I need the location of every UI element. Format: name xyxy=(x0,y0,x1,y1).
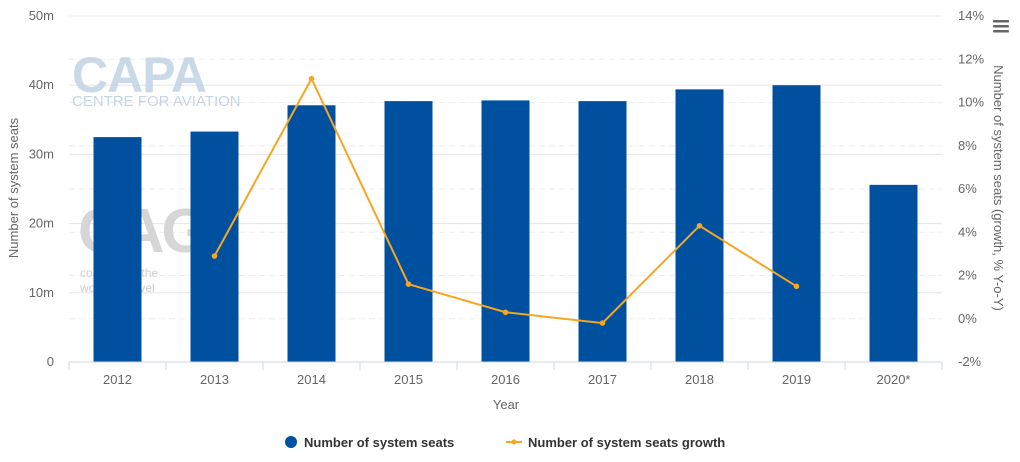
axes: 0 10m 20m 30m 40m 50m -2% 0% 2% 4% 6% 8% 10% 12% 14% 20… xyxy=(29,8,985,387)
capa-watermark: CAPA CENTRE FOR AVIATION xyxy=(72,47,241,110)
x-tick-label: 2019 xyxy=(782,372,811,387)
bar[interactable] xyxy=(481,100,530,362)
bars-series xyxy=(93,85,918,363)
y2-tick-label: 12% xyxy=(958,51,984,66)
line-point[interactable] xyxy=(599,320,606,326)
bar[interactable] xyxy=(578,101,627,362)
y2-tick-label: 4% xyxy=(958,224,977,239)
capa-watermark-logo: CAPA xyxy=(72,47,206,103)
y-axis-title: Number of system seats xyxy=(6,117,21,258)
legend-marker-symbol xyxy=(511,439,517,445)
legend-item-growth[interactable]: Number of system seats growth xyxy=(506,435,725,450)
hamburger-menu-icon[interactable] xyxy=(990,16,1012,36)
x-tick-label: 2013 xyxy=(200,372,229,387)
line-point[interactable] xyxy=(696,222,703,229)
y2-axis-title: Number of system seats (growth, % Y-o-Y) xyxy=(991,65,1006,311)
y2-tick-label: 10% xyxy=(958,95,984,110)
line-point[interactable] xyxy=(793,283,800,290)
legend-label-seats: Number of system seats xyxy=(304,435,454,450)
bar[interactable] xyxy=(287,105,336,362)
y-tick-label: 20m xyxy=(29,216,54,231)
x-tick-label: 2018 xyxy=(685,372,714,387)
y-tick-label: 30m xyxy=(29,146,54,161)
bar[interactable] xyxy=(772,85,821,362)
legend-bar-symbol xyxy=(285,436,297,448)
y2-tick-label: 8% xyxy=(958,138,977,153)
capa-watermark-subtitle: CENTRE FOR AVIATION xyxy=(72,93,241,110)
y-tick-label: 40m xyxy=(29,77,54,92)
y2-tick-label: 2% xyxy=(958,268,977,283)
bar[interactable] xyxy=(190,131,239,362)
line-point[interactable] xyxy=(211,253,218,259)
y2-tick-label: 6% xyxy=(958,181,977,196)
legend: Number of system seats Number of system … xyxy=(285,435,725,450)
bar[interactable] xyxy=(93,137,142,362)
x-tick-label: 2016 xyxy=(491,372,520,387)
x-tick-label: 2014 xyxy=(297,372,326,387)
x-tick-label: 2012 xyxy=(103,372,132,387)
y2-tick-label: -2% xyxy=(958,354,982,369)
x-axis-title: Year xyxy=(493,397,520,412)
legend-item-seats[interactable]: Number of system seats xyxy=(285,435,454,450)
line-point[interactable] xyxy=(405,281,412,287)
x-tick-label: 2020* xyxy=(877,372,911,387)
y-tick-label: 0 xyxy=(47,354,54,369)
line-point[interactable] xyxy=(308,75,315,82)
line-series xyxy=(211,75,800,326)
legend-label-growth: Number of system seats growth xyxy=(528,435,725,450)
x-tick-label: 2017 xyxy=(588,372,617,387)
y-tick-label: 50m xyxy=(29,8,54,23)
x-tick-label: 2015 xyxy=(394,372,423,387)
y2-tick-label: 0% xyxy=(958,311,977,326)
y2-tick-label: 14% xyxy=(958,8,984,23)
bar[interactable] xyxy=(869,184,918,362)
line-point[interactable] xyxy=(502,309,509,316)
y-tick-label: 10m xyxy=(29,285,54,300)
bar[interactable] xyxy=(384,101,433,362)
